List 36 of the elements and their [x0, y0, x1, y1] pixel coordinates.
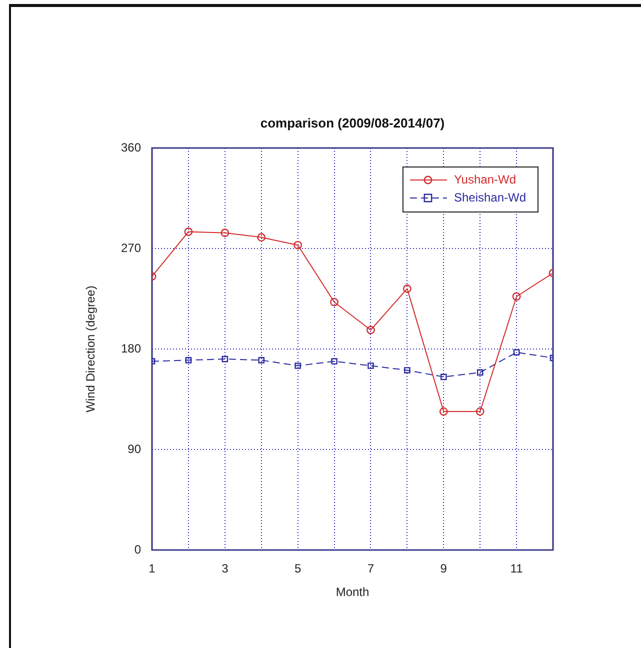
y-tick-label: 360 [120, 140, 142, 154]
point [222, 356, 228, 362]
point [294, 240, 302, 250]
point [331, 358, 338, 364]
point [439, 407, 448, 416]
x-tick-label: 3 [222, 562, 229, 576]
point [258, 357, 265, 364]
point [184, 228, 193, 236]
x-tick-label: 11 [510, 562, 524, 576]
y-tick-label: 180 [120, 341, 142, 356]
x-tick-label: 5 [294, 562, 302, 576]
point [330, 298, 338, 306]
point [440, 374, 447, 380]
point [402, 284, 412, 293]
point [476, 369, 484, 376]
point [185, 357, 192, 364]
legend-label: Yushan-Wd [454, 172, 516, 186]
x-tick-label: 9 [440, 562, 448, 576]
y-tick-label: 90 [128, 442, 142, 456]
point [512, 292, 521, 301]
point [404, 367, 410, 374]
point [366, 326, 375, 334]
point [368, 362, 374, 369]
point [220, 228, 230, 238]
point [294, 362, 301, 369]
chart-title: comparison (2009/08-2014/07) [260, 116, 445, 131]
x-axis-title: Month [336, 585, 370, 600]
legend-label: Sheishan-Wd [454, 190, 526, 204]
point [513, 349, 520, 356]
point [476, 407, 484, 416]
x-tick-label: 1 [148, 562, 156, 576]
y-tick-label: 270 [120, 240, 142, 255]
y-tick-label: 0 [134, 542, 142, 556]
y-axis-title: Wind Direction (degree) [84, 286, 98, 412]
x-tick-label: 7 [367, 562, 374, 576]
point [257, 233, 266, 242]
